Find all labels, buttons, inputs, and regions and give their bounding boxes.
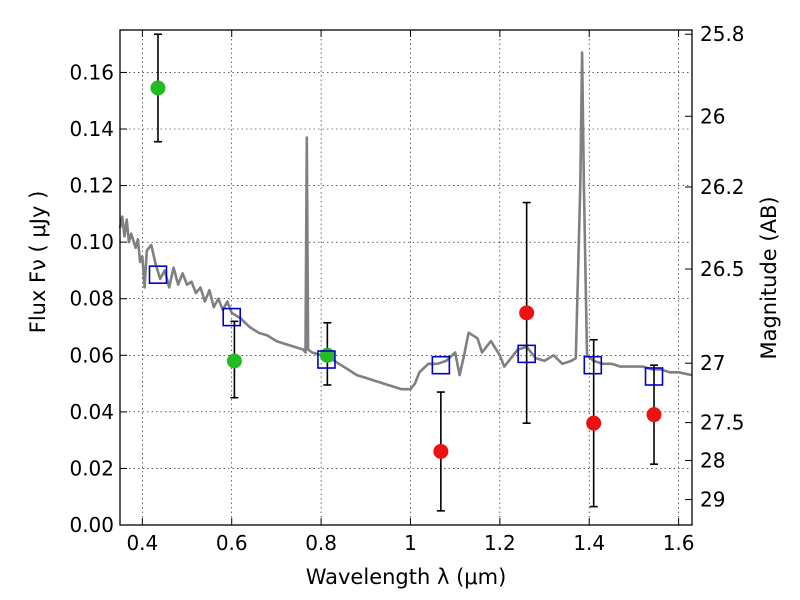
- y-tick-label: 0.08: [69, 287, 114, 311]
- y-tick-label: 0.16: [69, 60, 114, 84]
- x-tick-label: 0.6: [216, 531, 248, 555]
- x-tick-label: 0.4: [126, 531, 158, 555]
- sed-model-line: [118, 51, 693, 391]
- right-axis-label: Magnitude (AB): [757, 196, 781, 359]
- red-data-point: [433, 443, 449, 459]
- model-flux-square: [317, 350, 336, 369]
- green-data-point: [226, 353, 242, 369]
- right-tick-label: 26.2: [700, 175, 745, 199]
- y-tick-label: 0.04: [69, 400, 114, 424]
- x-axis-label: Wavelength λ (μm): [306, 565, 507, 589]
- y-tick-label: 0.10: [69, 230, 114, 254]
- x-tick-label: 1.4: [573, 531, 605, 555]
- model-flux-square: [517, 344, 536, 364]
- right-tick-label: 29: [700, 488, 725, 512]
- y-tick-label: 0.14: [69, 117, 114, 141]
- right-tick-label: 27.5: [700, 411, 745, 435]
- x-tick-label: 1: [404, 531, 417, 555]
- model-flux-square: [148, 265, 168, 284]
- sed-line: [118, 51, 693, 391]
- model-flux-square: [431, 355, 451, 375]
- model-flux-square: [583, 355, 603, 375]
- right-tick-label: 25.8: [700, 22, 745, 46]
- y-tick-label: 0.00: [69, 513, 114, 537]
- red-data-point: [646, 407, 662, 423]
- green-data-point: [319, 347, 335, 363]
- axis-ticks: 0.4 0.6 0.8 1 1.2 1.4 1.6 0.00 0.02 0.04 0.06 0.08 0…: [69, 22, 744, 555]
- y-tick-label: 0.06: [69, 343, 114, 367]
- y-axis-label: Flux Fν ( μJy ): [26, 191, 50, 334]
- x-tick-label: 0.8: [305, 531, 337, 555]
- x-tick-label: 1.6: [663, 531, 695, 555]
- model-flux-square: [222, 307, 242, 327]
- right-tick-label: 28: [700, 449, 725, 473]
- red-data-point: [519, 305, 535, 321]
- red-data-point: [586, 415, 602, 431]
- right-tick-label: 26.5: [700, 257, 745, 281]
- right-tick-label: 26: [700, 104, 725, 128]
- x-tick-label: 1.2: [484, 531, 516, 555]
- y-tick-label: 0.12: [69, 174, 114, 198]
- plot-frame: [119, 29, 693, 526]
- green-data-point: [150, 80, 166, 96]
- model-flux-square: [644, 367, 664, 386]
- grid: [120, 30, 692, 525]
- data-points: [148, 80, 664, 459]
- y-tick-label: 0.02: [69, 456, 114, 480]
- right-tick-label: 27: [700, 351, 725, 375]
